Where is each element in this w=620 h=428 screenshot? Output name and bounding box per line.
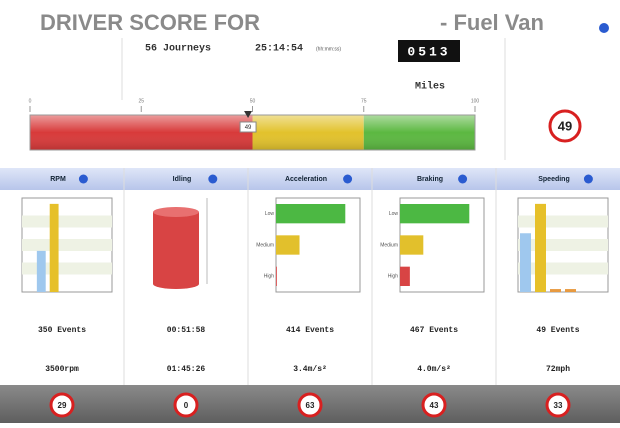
score-value: 43 bbox=[430, 401, 439, 410]
bar bbox=[400, 235, 424, 255]
odometer bbox=[398, 40, 460, 62]
journeys: 56 Journeys bbox=[145, 44, 211, 55]
gauge-tick-label: 50 bbox=[250, 98, 256, 104]
stat: 72mph bbox=[546, 365, 570, 374]
distance-unit: Miles bbox=[415, 81, 445, 93]
odometer-value: 0513 bbox=[407, 44, 450, 59]
bar bbox=[535, 203, 546, 292]
stat: 4.0m/s² bbox=[417, 365, 451, 374]
info-icon[interactable] bbox=[599, 23, 609, 33]
category-label: Low bbox=[265, 211, 275, 217]
score-value: 49 bbox=[558, 118, 572, 133]
panel-title: Acceleration bbox=[285, 176, 327, 183]
score-badge bbox=[545, 392, 571, 418]
stat: 3500rpm bbox=[45, 365, 79, 374]
score-badge bbox=[421, 392, 447, 418]
bar bbox=[565, 289, 576, 292]
bar bbox=[520, 233, 531, 292]
gauge-tick-label: 75 bbox=[361, 98, 367, 104]
duration-unit: (hh:mm:ss) bbox=[316, 46, 341, 52]
events: 350 Events bbox=[38, 326, 86, 335]
events: 00:51:58 bbox=[167, 326, 206, 335]
panel-header-strip bbox=[0, 168, 620, 190]
gauge-pointer-box bbox=[239, 121, 257, 133]
bar bbox=[36, 250, 46, 292]
cylinder-top bbox=[153, 207, 199, 217]
chart-stripe bbox=[22, 239, 112, 251]
score-value: 63 bbox=[306, 401, 315, 410]
category-label: High bbox=[264, 274, 275, 280]
chart-stripe bbox=[22, 262, 112, 275]
category-label: Medium bbox=[380, 242, 398, 248]
bar bbox=[400, 266, 410, 286]
panel-title: Speeding bbox=[538, 176, 570, 183]
gauge-pointer-label: 49 bbox=[245, 125, 252, 131]
events: 414 Events bbox=[286, 326, 334, 335]
info-icon[interactable] bbox=[583, 174, 593, 184]
info-icon[interactable] bbox=[458, 174, 468, 184]
category-label: High bbox=[388, 274, 399, 280]
score-badge bbox=[49, 392, 75, 418]
bar bbox=[400, 204, 470, 224]
score-value: 33 bbox=[554, 401, 563, 410]
vehicle: - Fuel Van bbox=[440, 10, 544, 35]
bar bbox=[276, 204, 346, 224]
score-value: 0 bbox=[184, 401, 189, 410]
stat: 3.4m/s² bbox=[293, 365, 327, 374]
info-icon[interactable] bbox=[343, 174, 353, 184]
chart-stripe bbox=[518, 215, 608, 228]
chart-stripe bbox=[518, 262, 608, 275]
score-badge bbox=[548, 109, 582, 143]
title: DRIVER SCORE FOR bbox=[40, 10, 260, 35]
stat: 01:45:26 bbox=[167, 365, 206, 374]
info-icon[interactable] bbox=[78, 174, 88, 184]
bar bbox=[550, 289, 561, 292]
panel-title: Braking bbox=[417, 176, 443, 183]
duration: 25:14:54 bbox=[255, 44, 303, 55]
panel-title: Idling bbox=[173, 176, 192, 183]
gauge-tick-label: 25 bbox=[138, 98, 144, 104]
info-icon[interactable] bbox=[208, 174, 218, 184]
gauge-pointer bbox=[244, 111, 253, 118]
score-value: 29 bbox=[58, 401, 67, 410]
events: 49 Events bbox=[536, 326, 579, 335]
score-badge bbox=[297, 392, 323, 418]
cylinder-fill bbox=[153, 212, 199, 289]
bar bbox=[276, 266, 277, 286]
gauge-tick-label: 0 bbox=[29, 98, 32, 104]
panel-title: RPM bbox=[50, 176, 66, 183]
score-badge bbox=[173, 392, 199, 418]
events: 467 Events bbox=[410, 326, 458, 335]
bar bbox=[49, 203, 59, 292]
bar bbox=[276, 235, 300, 255]
chart-stripe bbox=[518, 239, 608, 251]
category-label: Medium bbox=[256, 242, 274, 248]
chart-stripe bbox=[22, 215, 112, 228]
gauge-tick-label: 100 bbox=[471, 98, 480, 104]
category-label: Low bbox=[389, 211, 399, 217]
